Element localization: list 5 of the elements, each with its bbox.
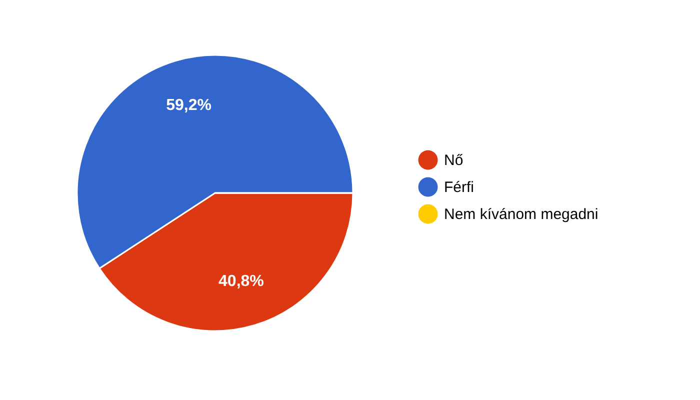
- legend-label: Nő: [444, 152, 464, 169]
- data-label: 59,2%: [166, 96, 212, 114]
- legend-label: Nem kívánom megadni: [444, 206, 598, 223]
- legend-label: Férfi: [444, 179, 474, 196]
- data-label: 40,8%: [218, 273, 264, 290]
